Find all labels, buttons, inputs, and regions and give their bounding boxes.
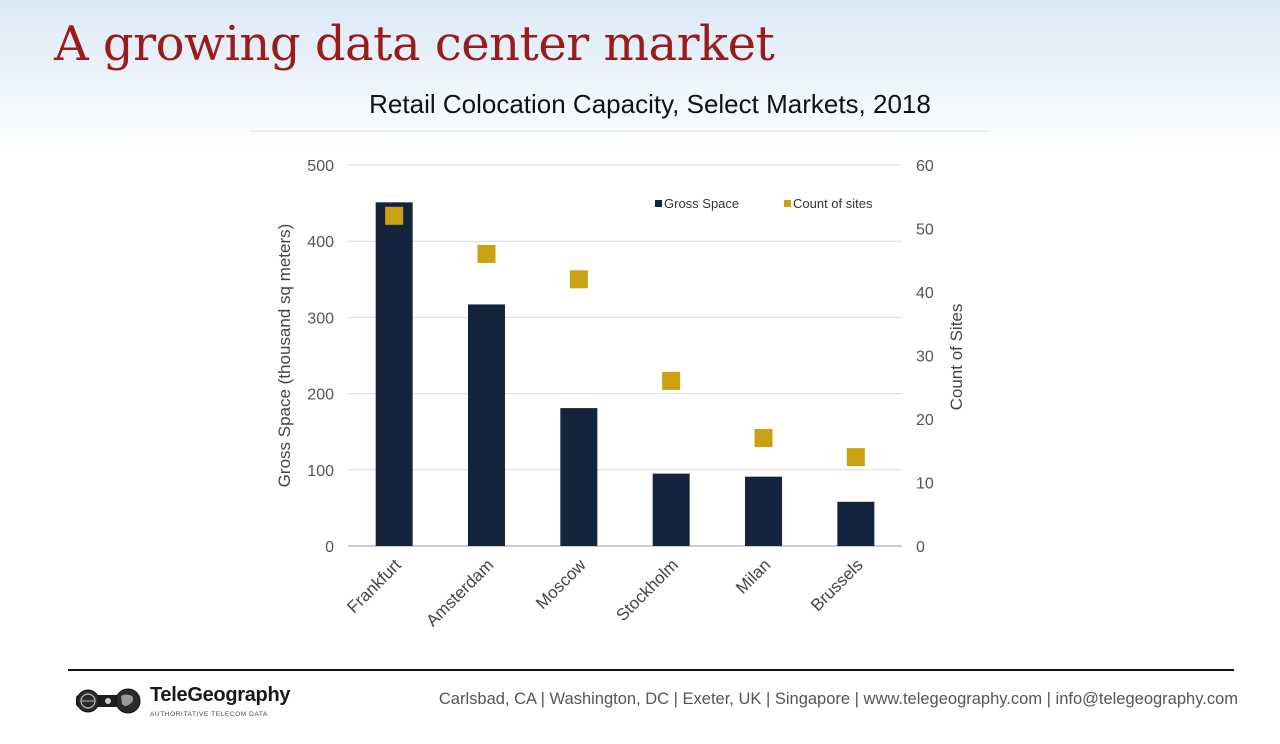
site-count-marker-brussels xyxy=(846,448,865,467)
bar-milan xyxy=(745,476,782,546)
x-tick-label: Brussels xyxy=(807,555,867,615)
bar-stockholm xyxy=(652,473,690,546)
chart: Retail Colocation Capacity, Select Marke… xyxy=(250,89,990,630)
header-band xyxy=(0,0,1280,150)
y-tick-label: 500 xyxy=(307,158,334,175)
y2-tick-label: 50 xyxy=(916,222,934,239)
footer-contact-info: Carlsbad, CA | Washington, DC | Exeter, … xyxy=(438,690,1238,708)
y2-tick-label: 30 xyxy=(916,349,934,366)
y-tick-label: 400 xyxy=(307,234,334,251)
globe-logo-icon xyxy=(76,688,141,714)
y2-tick-label: 40 xyxy=(916,285,934,302)
logo-name: TeleGeography xyxy=(150,684,291,706)
chart-title: Retail Colocation Capacity, Select Marke… xyxy=(369,89,931,119)
bar-brussels xyxy=(837,501,875,546)
telegeography-logo: TeleGeography AUTHORITATIVE TELECOM DATA xyxy=(72,682,302,722)
y2-axis-label: Count of Sites xyxy=(947,304,966,411)
x-tick-label: Moscow xyxy=(532,555,590,613)
y2-tick-label: 20 xyxy=(916,412,934,429)
slide-title: A growing data center market xyxy=(54,16,775,72)
site-count-marker-milan xyxy=(754,429,773,448)
site-count-marker-frankfurt xyxy=(385,206,404,225)
y2-tick-label: 60 xyxy=(916,158,934,175)
y-axis-label: Gross Space (thousand sq meters) xyxy=(275,224,294,488)
site-count-marker-moscow xyxy=(569,270,588,289)
site-count-marker-amsterdam xyxy=(477,244,496,263)
bar-frankfurt xyxy=(375,202,413,546)
y-tick-label: 300 xyxy=(307,310,334,327)
y2-tick-label: 10 xyxy=(916,476,934,493)
y-tick-label: 0 xyxy=(325,539,334,556)
footer-divider xyxy=(68,669,1234,671)
x-tick-label: Milan xyxy=(732,555,774,597)
y-tick-label: 200 xyxy=(307,387,334,404)
x-tick-label: Stockholm xyxy=(612,555,682,625)
bar-amsterdam xyxy=(468,304,505,546)
bar-moscow xyxy=(560,408,598,546)
x-tick-label: Amsterdam xyxy=(422,555,497,630)
legend-label-gross-space: Gross Space xyxy=(664,196,739,211)
legend-swatch-count-of-sites xyxy=(784,200,791,207)
site-count-marker-stockholm xyxy=(662,371,681,390)
legend-label-count-of-sites: Count of sites xyxy=(793,196,873,211)
y2-tick-label: 0 xyxy=(916,539,925,556)
x-tick-label: Frankfurt xyxy=(343,555,405,617)
y-tick-label: 100 xyxy=(307,463,334,480)
logo-tagline: AUTHORITATIVE TELECOM DATA xyxy=(150,711,268,718)
legend-swatch-gross-space xyxy=(655,200,662,207)
